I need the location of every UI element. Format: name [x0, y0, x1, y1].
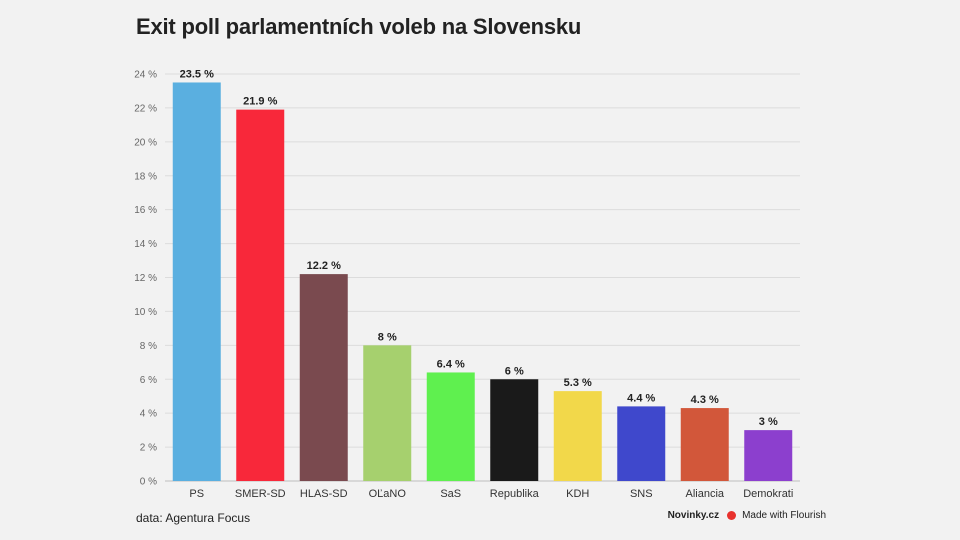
y-tick-label: 12 % — [134, 273, 157, 284]
y-tick-label: 22 % — [134, 103, 157, 114]
x-category-label: PS — [189, 488, 204, 500]
x-category-label: Aliancia — [685, 488, 724, 500]
x-category-label: Demokrati — [743, 488, 793, 500]
chart-title: Exit poll parlamentních voleb na Slovens… — [136, 14, 582, 39]
bar-republika — [490, 379, 539, 481]
brand-label[interactable]: Novinky.cz — [667, 510, 720, 521]
y-tick-label: 2 % — [140, 443, 157, 454]
x-category-label: KDH — [566, 488, 589, 500]
data-label: 4.3 % — [691, 394, 719, 406]
data-label: 12.2 % — [307, 260, 341, 272]
flourish-credit[interactable]: Made with Flourish — [742, 510, 826, 521]
data-label: 6 % — [505, 365, 524, 377]
bar-demokrati — [744, 430, 793, 481]
bar-kdh — [553, 391, 602, 481]
bar-ps — [172, 82, 221, 482]
x-category-label: OĽaNO — [369, 488, 407, 500]
y-tick-label: 20 % — [134, 137, 157, 148]
data-label: 4.4 % — [627, 392, 655, 404]
x-category-label: HLAS-SD — [300, 488, 348, 500]
y-tick-label: 14 % — [134, 239, 157, 250]
x-category-label: SNS — [630, 488, 653, 500]
x-category-label: SMER-SD — [235, 488, 286, 500]
bar-aliancia — [680, 408, 729, 481]
bar-smer-sd — [236, 109, 285, 482]
bar-hlas-sd — [299, 274, 348, 481]
y-tick-label: 8 % — [140, 341, 157, 352]
data-label: 5.3 % — [564, 377, 592, 389]
bar-sas — [426, 372, 475, 481]
y-tick-label: 16 % — [134, 205, 157, 216]
data-label: 23.5 % — [180, 68, 214, 80]
data-label: 3 % — [759, 416, 778, 428]
x-category-label: Republika — [490, 488, 540, 500]
y-tick-label: 0 % — [140, 477, 157, 488]
data-label: 8 % — [378, 331, 397, 343]
data-source: data: Agentura Focus — [136, 511, 251, 525]
y-tick-label: 18 % — [134, 171, 157, 182]
footer-credits: Novinky.cz Made with Flourish — [668, 510, 826, 521]
y-tick-label: 4 % — [140, 409, 157, 420]
y-tick-label: 10 % — [134, 307, 157, 318]
data-label: 21.9 % — [243, 96, 277, 108]
bar-oľano — [363, 345, 412, 481]
bar-sns — [617, 406, 666, 481]
flourish-logo-icon — [727, 511, 737, 520]
data-label: 6.4 % — [437, 358, 465, 370]
y-tick-label: 6 % — [140, 375, 157, 386]
y-tick-label: 24 % — [134, 70, 157, 81]
x-category-label: SaS — [440, 488, 461, 500]
